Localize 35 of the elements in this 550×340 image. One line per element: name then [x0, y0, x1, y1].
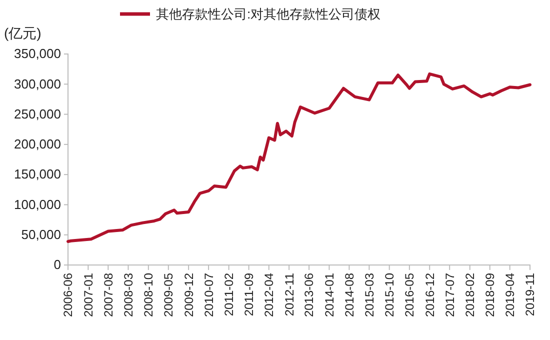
x-tick-label: 2019-11 [523, 272, 538, 316]
x-tick-label: 2007-01 [81, 272, 96, 318]
y-tick-label: 150,000 [14, 166, 61, 182]
x-tick-label: 2014-08 [342, 272, 356, 318]
x-tick-label: 2006-06 [61, 272, 76, 318]
y-tick-label: 200,000 [14, 136, 61, 152]
x-tick-label: 2013-06 [302, 272, 316, 318]
x-tick-label: 2015-03 [362, 272, 376, 318]
x-tick-label: 2017-07 [442, 272, 457, 318]
x-tick-label: 2011-09 [242, 272, 256, 316]
x-tick-label: 2011-02 [222, 272, 236, 316]
x-tick-label: 2012-11 [282, 272, 296, 316]
x-tick-label: 2008-03 [121, 272, 136, 318]
x-tick-label: 2009-12 [182, 272, 196, 318]
legend-label: 其他存款性公司:对其他存款性公司债权 [156, 6, 381, 22]
y-tick-label: 350,000 [14, 46, 61, 62]
x-tick-label: 2016-12 [422, 272, 437, 318]
x-tick-label: 2008-10 [142, 272, 156, 318]
line-series [66, 72, 532, 243]
x-tick-label: 2015-10 [382, 272, 397, 318]
x-tick-label: 2019-04 [503, 272, 518, 318]
x-tick-label: 2018-09 [483, 272, 498, 318]
x-tick-label: 2016-05 [402, 272, 417, 318]
y-axis-title: (亿元) [4, 25, 42, 41]
x-tick-label: 2007-08 [101, 272, 116, 318]
x-tick-label: 2018-02 [463, 272, 478, 318]
x-tick-label: 2012-04 [262, 272, 276, 318]
y-tick-label: 250,000 [14, 106, 61, 122]
x-tick-label: 2009-05 [162, 272, 176, 318]
y-tick-label: 50,000 [21, 227, 61, 242]
x-tick-label: 2014-01 [322, 272, 336, 318]
y-tick-label: 300,000 [14, 76, 61, 92]
x-tick-label: 2010-07 [202, 272, 216, 318]
y-tick-label: 100,000 [14, 196, 61, 212]
y-tick-label: 0 [54, 257, 61, 272]
